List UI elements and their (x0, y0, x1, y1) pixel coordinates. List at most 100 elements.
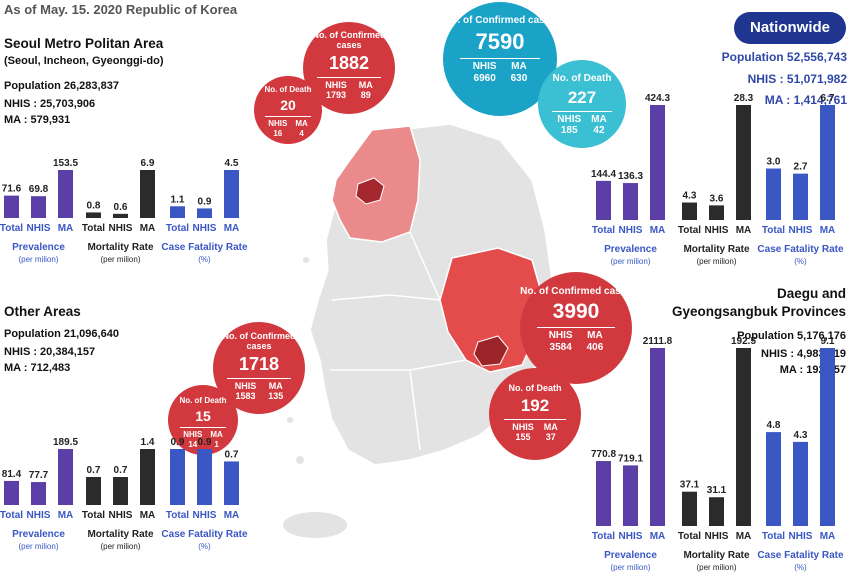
bar-mortality-rate-total (86, 477, 101, 505)
other-confirmed-title: No. of Confirmed cases (222, 331, 296, 351)
group-unit-label: (per milion) (696, 257, 736, 266)
seoul-confirmed-title: No. of Confirmed cases (312, 30, 386, 50)
date-header: As of May. 15. 2020 Republic of Korea (4, 2, 238, 17)
seoul-confirmed-nhis: 1793 (325, 90, 346, 100)
bar-value-label: 2.7 (794, 162, 808, 173)
nationwide-confirmed-nhis-label: NHIS (472, 61, 497, 72)
daegu-confirmed-ma-label: MA (587, 330, 603, 341)
category-tick-label: NHIS (27, 510, 51, 521)
group-label: Prevalence (604, 550, 657, 561)
bar-mortality-rate-nhis (113, 213, 128, 218)
group-label: Case Fatality Rate (757, 244, 844, 255)
bar-mortality-rate-ma (140, 449, 155, 505)
bar-value-label: 192.5 (731, 336, 756, 347)
seoul-confirmed-ma: 89 (360, 90, 371, 100)
bar-value-label: 136.3 (618, 171, 643, 182)
category-tick-label: Total (0, 223, 23, 234)
nationwide-confirmed-ma: 630 (510, 73, 528, 84)
map-seoul (355, 177, 385, 205)
category-tick-label: NHIS (705, 531, 729, 542)
nationwide-ma: MA : 1,414,761 (764, 93, 847, 107)
nationwide-death-total: 227 (567, 88, 597, 107)
bar-value-label: 4.5 (225, 158, 239, 169)
bar-value-label: 144.4 (591, 169, 616, 180)
bar-prevalence-total (596, 180, 611, 220)
other-confirmed-ma-label: MA (268, 381, 283, 391)
bar-case-fatality-rate-ma (820, 348, 835, 526)
bar-value-label: 2111.8 (643, 336, 673, 347)
seoul-title: Seoul Metro Politan Area (4, 36, 164, 51)
nationwide-death-nhis: 185 (560, 125, 578, 136)
seoul-death-title: No. of Death (264, 85, 312, 94)
map-island (296, 456, 304, 464)
category-tick-label: MA (820, 225, 836, 236)
bar-prevalence-nhis (31, 196, 46, 218)
bar-value-label: 3.0 (767, 157, 781, 168)
category-tick-label: Total (166, 223, 189, 234)
category-tick-label: MA (736, 225, 752, 236)
group-unit-label: (per milion) (100, 255, 140, 264)
daegu-confirmed-nhis-label: NHIS (548, 330, 573, 341)
other-title: Other Areas (4, 304, 81, 319)
daegu-death-title: No. of Death (508, 383, 562, 393)
category-tick-label: MA (650, 531, 666, 542)
category-tick-label: NHIS (27, 223, 51, 234)
bar-prevalence-nhis (31, 482, 46, 505)
bar-value-label: 189.5 (53, 437, 78, 448)
bar-value-label: 0.7 (114, 465, 128, 476)
group-unit-label: (per milion) (610, 257, 650, 266)
daegu-population: Population 5,176,176 (737, 330, 846, 342)
group-unit-label: (per milion) (696, 563, 736, 572)
bar-case-fatality-rate-ma (820, 105, 835, 220)
bar-case-fatality-rate-nhis (197, 208, 212, 218)
bar-value-label: 770.8 (591, 449, 616, 460)
daegu-bar-chart: 770.8 Total 719.1 NHIS 2111.8 MA Prevalence (pe… (591, 336, 844, 572)
category-tick-label: NHIS (193, 510, 217, 521)
bar-value-label: 0.9 (171, 437, 185, 448)
bar-prevalence-ma (650, 348, 665, 526)
group-label: Prevalence (12, 242, 65, 253)
other-death-nhis-label: NHIS (183, 430, 203, 439)
nationwide-confirmed-total: 7590 (475, 29, 525, 54)
seoul-confirmed-ma-label: MA (358, 80, 373, 90)
bar-case-fatality-rate-total (766, 432, 781, 526)
group-label: Case Fatality Rate (161, 529, 248, 540)
map-daegu (473, 335, 509, 367)
bar-case-fatality-rate-ma (224, 170, 239, 218)
daegu-confirmed-nhis: 3584 (549, 342, 572, 353)
bar-prevalence-total (4, 195, 19, 218)
category-tick-label: MA (736, 531, 752, 542)
daegu-confirmed-title: No. of Confirmed cases (520, 286, 632, 297)
group-label: Mortality Rate (87, 529, 154, 540)
bar-value-label: 0.9 (198, 196, 212, 207)
bar-mortality-rate-ma (736, 348, 751, 526)
other-confirmed-ma: 135 (268, 391, 284, 401)
seoul-death-total: 20 (280, 97, 296, 113)
category-tick-label: MA (650, 225, 666, 236)
other-bar-chart: 81.4 Total 77.7 NHIS 189.5 MA Prevalence (per m… (0, 437, 248, 551)
seoul-ma: MA : 579,931 (4, 114, 71, 126)
category-tick-label: NHIS (193, 223, 217, 234)
group-label: Mortality Rate (683, 244, 750, 255)
category-tick-label: NHIS (109, 510, 133, 521)
category-tick-label: NHIS (619, 531, 643, 542)
nationwide-confirmed-nhis: 6960 (473, 73, 496, 84)
bar-value-label: 81.4 (2, 469, 22, 480)
bar-value-label: 77.7 (29, 470, 49, 481)
category-tick-label: Total (678, 225, 701, 236)
category-tick-label: NHIS (789, 531, 813, 542)
group-label: Mortality Rate (683, 550, 750, 561)
bar-prevalence-ma (58, 449, 73, 505)
nationwide-bar-chart: 144.4Total136.3NHIS424.3MAPrevalence(per… (591, 93, 844, 266)
bar-value-label: 4.8 (767, 420, 781, 431)
bar-prevalence-nhis (623, 465, 638, 526)
daegu-confirmed-total: 3990 (552, 300, 600, 323)
nationwide-nhis: NHIS : 51,071,982 (747, 72, 847, 86)
daegu-death-nhis-label: NHIS (512, 422, 534, 432)
daegu-death-ma: 37 (545, 432, 556, 442)
bar-mortality-rate-ma (736, 105, 751, 220)
bar-mortality-rate-total (682, 491, 697, 526)
group-label: Mortality Rate (87, 242, 154, 253)
daegu-confirmed-ma: 406 (586, 342, 604, 353)
bar-mortality-rate-total (86, 212, 101, 218)
